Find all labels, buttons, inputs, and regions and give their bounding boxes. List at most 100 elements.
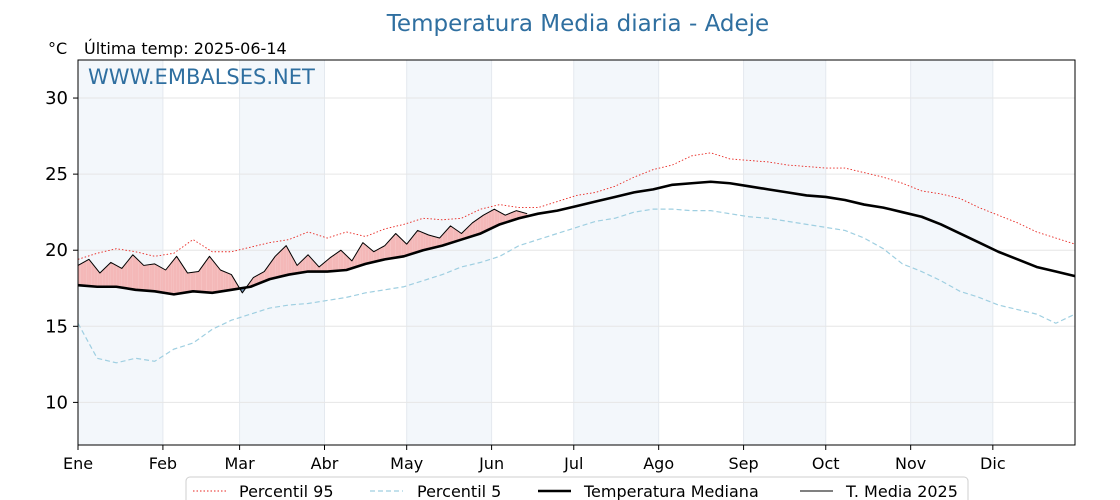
fill-above-median <box>373 250 377 262</box>
y-tick-label: 30 <box>45 88 68 109</box>
series-line-temperatura-mediana <box>77 180 1076 296</box>
fill-above-median <box>417 230 421 252</box>
fill-above-median <box>121 265 125 289</box>
fill-above-median <box>225 272 229 291</box>
legend-label-median: Temperatura Mediana <box>583 482 759 500</box>
fill-above-median <box>477 217 481 235</box>
fill-above-median <box>113 263 117 287</box>
fill-above-median <box>486 212 489 231</box>
fill-above-median <box>360 242 363 266</box>
fill-above-median <box>406 240 410 256</box>
fill-above-median <box>455 229 459 242</box>
series-line-t-media-2025 <box>77 208 528 294</box>
fill-above-median <box>157 265 161 293</box>
fill-above-median <box>327 257 330 272</box>
fill-above-median <box>371 249 374 263</box>
fill-above-median <box>376 248 380 262</box>
fill-above-median <box>483 213 487 233</box>
fill-above-median <box>398 236 402 258</box>
legend-label-2025: T. Media 2025 <box>845 482 958 500</box>
fill-above-median <box>173 256 177 295</box>
grid-lines <box>78 60 1075 445</box>
fill-above-median <box>198 267 202 292</box>
fill-above-median <box>466 225 470 238</box>
fill-above-median <box>368 247 372 264</box>
fill-above-median <box>266 263 270 281</box>
y-axis-unit: °C <box>48 39 67 58</box>
month-band <box>910 60 993 445</box>
fill-above-median <box>286 245 289 276</box>
fill-above-median <box>379 247 383 261</box>
month-shading-bands <box>78 60 993 445</box>
fill-above-median <box>110 262 114 287</box>
y-axis-ticks: 10 15 20 25 30 <box>45 88 78 413</box>
fill-above-median <box>420 231 424 252</box>
fill-above-median <box>253 276 257 286</box>
fill-above-median <box>475 219 478 236</box>
fill-above-median <box>458 231 462 241</box>
fill-above-median <box>250 277 254 287</box>
fill-above-median <box>88 259 92 287</box>
x-tick-label: Sep <box>729 454 759 473</box>
fill-above-median <box>502 213 506 224</box>
fill-above-median <box>343 252 347 271</box>
fill-above-median <box>513 210 517 220</box>
fill-above-median <box>472 220 476 237</box>
fill-above-median <box>184 268 188 293</box>
fill-above-median <box>431 235 435 249</box>
fill-above-median <box>491 209 495 229</box>
fill-above-median <box>105 265 109 287</box>
fill-above-median <box>362 242 366 265</box>
fill-above-median <box>138 260 141 291</box>
fill-above-median <box>143 265 147 291</box>
fill-above-median <box>140 262 144 291</box>
fill-above-median <box>165 266 169 294</box>
fill-above-median <box>234 279 237 290</box>
plot-frame <box>77 59 1076 446</box>
fill-above-median <box>228 273 232 291</box>
fill-above-median <box>351 256 355 269</box>
fill-above-median <box>179 260 183 294</box>
fill-above-median <box>195 271 199 292</box>
x-tick-label: Jun <box>478 454 504 473</box>
fill-above-median <box>349 258 352 270</box>
fill-above-median <box>176 256 180 294</box>
fill-above-median <box>310 257 314 272</box>
fill-above-median <box>258 273 262 284</box>
fill-above-median <box>127 258 131 289</box>
fill-above-median <box>469 222 473 237</box>
fill-above-median <box>510 211 514 221</box>
fill-above-median <box>335 252 339 271</box>
fill-above-median <box>269 260 273 280</box>
watermark: WWW.EMBALSES.NET <box>88 65 315 89</box>
y-tick-label: 15 <box>45 316 68 337</box>
legend-box <box>185 476 969 500</box>
fill-above-median <box>119 266 122 288</box>
fill-above-median <box>505 214 509 223</box>
fill-above-median <box>445 228 448 245</box>
fill-above-median <box>316 263 320 272</box>
fill-above-median <box>346 255 350 270</box>
fill-above-median <box>151 263 155 292</box>
x-tick-label: Oct <box>812 454 840 473</box>
fill-above-median <box>275 253 278 278</box>
fill-above-median <box>480 215 484 234</box>
fill-above-median <box>395 233 399 258</box>
fill-above-median <box>401 238 404 257</box>
fill-above-median <box>168 263 172 294</box>
fill-above-median <box>206 256 210 293</box>
x-tick-label: Abr <box>311 454 339 473</box>
fill-above-median <box>488 210 492 230</box>
fill-above-median <box>102 267 106 287</box>
fill-above-median <box>340 250 344 271</box>
fill-above-median <box>387 239 391 259</box>
fill-above-median <box>283 245 287 276</box>
fill-above-median <box>108 262 111 287</box>
fill-above-median <box>80 262 84 286</box>
fill-above-median <box>190 272 194 292</box>
fill-above-median <box>187 272 191 293</box>
fill-above-median <box>94 266 98 287</box>
fill-above-median <box>305 254 309 272</box>
fill-above-median <box>214 263 218 293</box>
legend-label-p95: Percentil 95 <box>239 482 334 500</box>
